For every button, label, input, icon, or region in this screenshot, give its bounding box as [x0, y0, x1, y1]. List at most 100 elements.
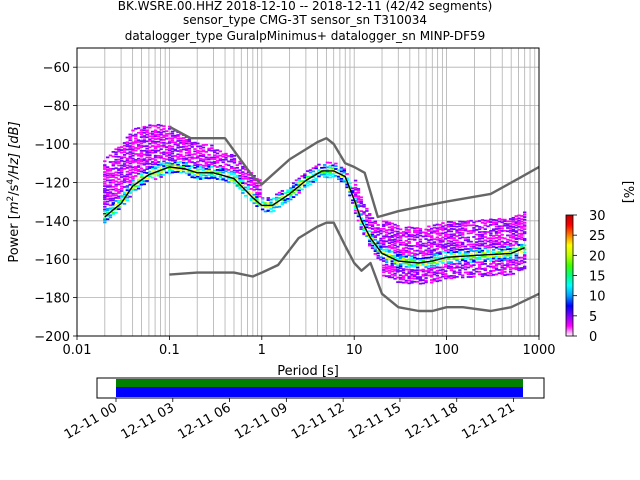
density-cell [221, 165, 225, 168]
density-cell [213, 158, 217, 161]
density-cell [311, 180, 316, 183]
density-cell [424, 249, 428, 252]
density-cell [410, 255, 414, 258]
density-cell [139, 176, 144, 179]
density-cell [348, 182, 352, 185]
density-cell [134, 159, 138, 161]
density-cell [421, 273, 425, 276]
density-cell [491, 235, 496, 237]
density-cell [114, 185, 118, 187]
density-cell [187, 138, 192, 141]
density-cell [153, 163, 158, 166]
density-cell [497, 251, 502, 253]
density-cell [111, 203, 115, 206]
density-cell [497, 257, 502, 260]
density-cell [480, 219, 485, 221]
density-cell [365, 216, 369, 219]
density-cell [218, 169, 223, 172]
density-cell [294, 179, 299, 182]
density-cell [441, 227, 445, 230]
density-cell [201, 149, 206, 152]
density-cell [497, 248, 502, 251]
density-cell [308, 175, 313, 178]
density-cell [111, 199, 115, 202]
density-cell [477, 231, 482, 234]
density-cell [491, 262, 496, 264]
density-cell [480, 233, 485, 236]
density-cell [128, 173, 132, 176]
density-cell [396, 225, 400, 227]
density-cell [184, 145, 189, 148]
density-cell [404, 251, 409, 254]
density-cell [396, 258, 400, 260]
density-cell [108, 216, 113, 219]
density-cell [511, 244, 516, 247]
density-cell [117, 178, 121, 181]
density-cell [427, 239, 431, 242]
density-cell [373, 229, 378, 232]
density-cell [401, 278, 406, 281]
density-cell [418, 269, 423, 272]
density-cell [224, 154, 228, 157]
density-cell [120, 157, 124, 160]
density-cell [435, 229, 440, 232]
density-cell [131, 142, 135, 145]
density-cell [497, 225, 502, 228]
y-tick-label: −200 [34, 330, 70, 345]
density-cell [111, 197, 115, 200]
density-cell [424, 256, 428, 259]
density-cell [108, 191, 113, 194]
density-cell [503, 252, 507, 254]
density-cell [201, 166, 206, 169]
density-cell [303, 174, 307, 177]
density-cell [156, 133, 161, 136]
density-cell [446, 257, 451, 260]
density-cell [125, 164, 130, 167]
density-cell [483, 273, 487, 276]
density-cell [204, 161, 208, 164]
density-cell [134, 127, 138, 130]
density-cell [294, 182, 299, 185]
density-cell [122, 191, 127, 194]
density-cell [187, 167, 192, 170]
density-cell [452, 221, 456, 224]
density-cell [280, 203, 285, 206]
density-cell [213, 156, 217, 159]
density-cell [297, 189, 301, 192]
density-cell [345, 183, 349, 186]
density-cell [136, 172, 141, 175]
density-cell [275, 193, 279, 196]
density-cell [407, 251, 411, 254]
density-cell [455, 228, 459, 231]
density-cell [475, 225, 479, 227]
density-cell [463, 236, 468, 239]
density-cell [162, 160, 166, 163]
density-cell [111, 211, 115, 214]
density-cell [517, 267, 521, 270]
density-cell [134, 140, 138, 142]
density-cell [398, 277, 403, 279]
density-cell [201, 174, 206, 177]
density-cell [413, 236, 417, 239]
density-cell [241, 173, 245, 176]
density-cell [136, 147, 141, 150]
density-cell [114, 171, 118, 174]
density-cell [184, 172, 189, 175]
density-cell [520, 227, 524, 229]
density-cell [401, 262, 406, 265]
density-cell [359, 202, 363, 205]
density-cell [506, 265, 510, 268]
density-cell [136, 162, 141, 164]
density-cell [398, 232, 403, 234]
density-cell [325, 176, 330, 179]
density-cell [252, 202, 256, 205]
density-cell [173, 134, 177, 137]
density-cell [153, 167, 158, 170]
density-cell [145, 147, 149, 150]
density-cell [258, 195, 262, 198]
density-cell [407, 277, 411, 280]
density-cell [415, 227, 420, 229]
density-cell [413, 265, 417, 268]
density-cell [227, 177, 231, 180]
density-cell [314, 165, 318, 168]
